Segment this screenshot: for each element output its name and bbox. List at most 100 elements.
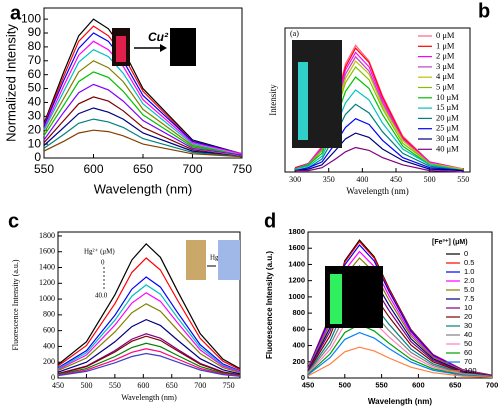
plot-frame [284, 27, 471, 173]
spectrum-line [57, 335, 241, 376]
x-tick-label: 550 [109, 381, 121, 390]
spectrum-line [295, 132, 464, 172]
y-tick-label: 400 [292, 341, 305, 350]
x-tick-label: 400 [356, 175, 368, 184]
y-tick-label: 80 [28, 39, 42, 53]
y-axis-label: Intensity [268, 84, 278, 116]
legend-label: 25 μM [436, 123, 459, 133]
panel-letter: c [8, 210, 19, 232]
legend-label: 1.0 [464, 267, 474, 276]
x-tick-label: 600 [412, 380, 425, 389]
spectrum-line [43, 60, 243, 156]
spectrum-line [57, 292, 241, 373]
x-tick-label: 450 [52, 381, 64, 390]
y-tick-label: 400 [43, 341, 55, 350]
y-tick-label: 1600 [288, 243, 305, 252]
legend-label: 1 μM [436, 40, 455, 50]
spectrum-line [57, 242, 241, 370]
y-tick-label: 100 [21, 11, 41, 25]
annotation: 40.0 [95, 292, 108, 300]
plot-frame [57, 231, 241, 379]
x-tick-label: 550 [375, 380, 388, 389]
y-tick-label: 1000 [288, 292, 305, 301]
y-tick-label: 0 [301, 373, 305, 382]
spectrum-line [57, 348, 241, 377]
y-tick-label: 20 [28, 122, 42, 136]
y-tick-label: 90 [28, 25, 42, 39]
spectrum-line [294, 103, 464, 172]
y-tick-label: 200 [292, 357, 305, 366]
x-axis-label: Wavelength (nm) [121, 393, 177, 402]
spectrum-line [43, 118, 243, 158]
y-tick-label: 600 [43, 325, 55, 334]
spectrum-line [294, 89, 464, 172]
annotation: Cu²⁺ [148, 30, 176, 44]
legend-label: 10 [464, 303, 472, 312]
panel-letter: a [10, 2, 22, 24]
legend-label: 70 [464, 357, 472, 366]
annotation: Hg²⁺ (μM) [84, 248, 115, 256]
spectrum-line [43, 129, 243, 158]
spectrum-line [57, 257, 241, 371]
legend-label: 100 [464, 366, 477, 375]
spectrum-line [43, 25, 243, 155]
y-tick-label: 200 [43, 357, 55, 366]
spectrum-line [43, 83, 243, 156]
x-tick-label: 750 [232, 162, 252, 176]
spectrum-line [57, 284, 241, 372]
x-tick-label: 450 [302, 380, 315, 389]
y-tick-label: 0 [34, 150, 41, 164]
spectrum-line [43, 71, 243, 156]
spectrum-line [307, 346, 493, 378]
x-tick-label: 500 [80, 381, 92, 390]
y-tick-label: 60 [28, 67, 42, 81]
x-tick-label: 600 [137, 381, 149, 390]
legend-label: 30 [464, 321, 472, 330]
y-axis-label: Normalized Intensity [3, 24, 18, 142]
annotation: Hg²⁺ [210, 254, 225, 262]
panel-letter: d [264, 210, 276, 232]
x-tick-label: 500 [339, 380, 352, 389]
inset-emission [298, 62, 308, 140]
inset-emission [116, 36, 126, 62]
y-tick-label: 800 [292, 308, 305, 317]
legend-label: 0 [464, 249, 468, 258]
y-tick-label: 70 [28, 53, 42, 67]
y-tick-label: 50 [28, 81, 42, 95]
spectrum-line [57, 342, 241, 377]
x-tick-label: 450 [390, 175, 402, 184]
legend-label: 40 [464, 330, 472, 339]
x-tick-label: 650 [449, 380, 462, 389]
x-tick-label: 600 [83, 162, 103, 176]
legend-label: 4 μM [436, 71, 455, 81]
x-tick-label: 750 [223, 381, 235, 390]
spectrum-line [294, 44, 464, 170]
spectrum-line [43, 107, 243, 158]
y-axis-label: Fluorescence Intensity (a.u.) [11, 259, 20, 350]
inset-vial [186, 240, 206, 280]
legend-label: 40 μM [436, 143, 459, 153]
y-tick-label: 1400 [288, 259, 305, 268]
legend-label: 2 μM [436, 51, 455, 61]
legend-label: 3 μM [436, 61, 455, 71]
x-tick-label: 700 [182, 162, 202, 176]
x-axis-label: Wavelength (nm) [94, 181, 193, 196]
x-tick-label: 550 [34, 162, 54, 176]
y-tick-label: 1800 [39, 231, 55, 240]
spectrum-line [294, 65, 464, 172]
y-tick-label: 10 [28, 136, 42, 150]
spectrum-line [294, 76, 464, 172]
legend-label: 5 μM [436, 81, 455, 91]
legend-label: 2.0 [464, 276, 474, 285]
x-axis-label: Wavelength (nm) [368, 397, 432, 406]
x-tick-label: 700 [486, 380, 498, 389]
legend-label: 0 μM [436, 30, 455, 40]
annotation: 0 [101, 259, 105, 267]
spectrum-line [43, 40, 243, 155]
x-tick-label: 650 [166, 381, 178, 390]
spectrum-line [307, 323, 493, 378]
y-tick-label: 600 [292, 324, 305, 333]
y-tick-label: 1400 [39, 262, 55, 271]
y-tick-label: 1800 [288, 227, 305, 236]
